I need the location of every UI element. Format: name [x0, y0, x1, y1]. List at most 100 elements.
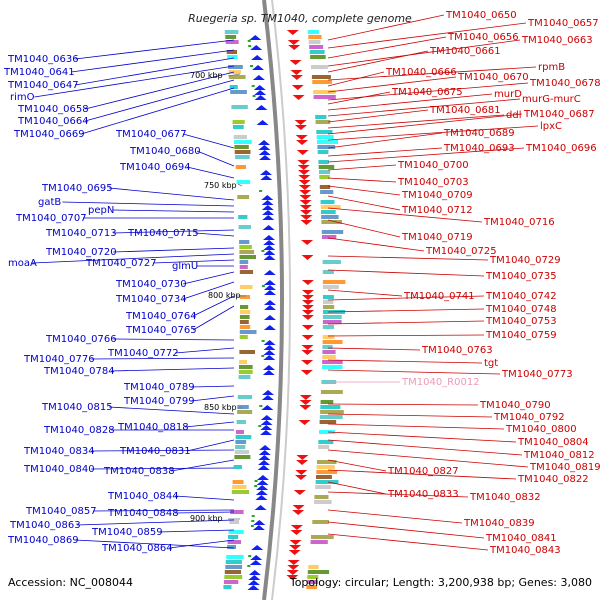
forward-gene-arrow: [255, 105, 268, 110]
left-gene-label: TM1040_0840: [23, 464, 95, 475]
right-feature-block: [322, 360, 343, 364]
left-feature-block: [235, 445, 246, 449]
feature-tracks: [223, 0, 346, 600]
right-label-connector: [327, 413, 493, 418]
right-label-connector: [327, 439, 523, 456]
reverse-gene-arrow: [302, 300, 314, 305]
left-feature-block: [240, 295, 250, 299]
left-label-connector: [75, 539, 235, 549]
left-feature-block: [226, 555, 244, 559]
left-gene-label: TM1040_0831: [119, 446, 191, 457]
right-gene-label: TM1040_0725: [425, 246, 497, 257]
left-feature-block: [239, 285, 253, 289]
right-gene-label: TM1040_0657: [527, 18, 599, 29]
reverse-gene-arrow: [300, 215, 313, 220]
reverse-gene-arrow: [299, 195, 312, 200]
marker-dot: [254, 480, 258, 482]
forward-gene-arrow: [258, 140, 271, 145]
right-feature-block: [323, 295, 334, 299]
left-feature-block: [228, 75, 246, 79]
right-label-connector: [327, 431, 517, 443]
left-feature-block: [239, 270, 254, 274]
forward-gene-arrow: [252, 525, 265, 530]
left-feature-block: [227, 55, 238, 59]
right-feature-block: [322, 320, 342, 324]
reverse-gene-arrow: [301, 295, 314, 300]
right-feature-block: [322, 355, 336, 359]
left-gene-label: gatB: [38, 197, 61, 208]
left-label-connector: [109, 187, 235, 201]
right-feature-block: [323, 300, 334, 304]
right-gene-label: TM1040_0709: [401, 190, 473, 201]
left-gene-label: glmU: [172, 261, 198, 272]
forward-gene-arrow: [263, 280, 276, 285]
left-label-connector: [175, 511, 235, 514]
left-feature-block: [239, 330, 257, 334]
left-label-connector: [109, 406, 235, 415]
forward-gene-arrow: [248, 575, 261, 580]
marker-dot: [252, 95, 256, 97]
left-label-connector: [192, 295, 235, 317]
reverse-gene-arrow: [301, 280, 314, 285]
right-feature-block: [316, 475, 332, 479]
left-label-connector: [32, 253, 235, 264]
right-feature-block: [317, 150, 329, 154]
forward-gene-arrow: [255, 495, 268, 500]
left-gene-label: TM1040_0680: [129, 146, 201, 157]
right-feature-block: [319, 185, 331, 189]
right-feature-block: [314, 495, 329, 499]
reverse-gene-arrow: [299, 190, 312, 195]
left-gene-label: TM1040_0844: [107, 491, 179, 502]
reverse-gene-arrow: [296, 150, 309, 155]
left-label-connector: [91, 467, 235, 470]
map-title: Ruegeria sp. TM1040, complete genome: [188, 12, 412, 25]
left-feature-block: [234, 145, 249, 149]
forward-gene-arrow: [255, 490, 268, 495]
left-label-connector: [113, 247, 235, 253]
reverse-gene-arrow: [288, 550, 301, 555]
reverse-gene-arrow: [295, 470, 308, 475]
reverse-gene-arrow: [297, 160, 310, 165]
reverse-gene-arrow: [299, 200, 312, 205]
left-feature-block: [223, 580, 239, 584]
reverse-gene-arrow: [301, 240, 314, 245]
left-label-connector: [175, 347, 235, 354]
right-gene-label: TM1040_0832: [469, 492, 541, 503]
right-feature-block: [312, 80, 332, 84]
left-label-connector: [187, 439, 235, 452]
right-feature-block: [309, 50, 325, 54]
right-feature-block: [322, 280, 346, 284]
forward-gene-arrow: [253, 520, 266, 525]
left-label-connector: [185, 421, 235, 428]
right-gene-label: TM1040_0790: [479, 400, 551, 411]
forward-gene-arrow: [253, 85, 266, 90]
left-gene-label: TM1040_0734: [115, 294, 187, 305]
reverse-gene-arrow: [294, 125, 307, 130]
left-feature-block: [239, 240, 250, 244]
left-feature-block: [238, 225, 251, 229]
right-label-connector: [327, 320, 485, 325]
right-label-connector: [327, 237, 425, 252]
genome-backbone-shadow: [271, 0, 291, 600]
right-feature-block: [308, 40, 321, 44]
right-gene-label: TM1040_0833: [387, 489, 459, 500]
forward-gene-arrow: [250, 45, 263, 50]
left-gene-label: TM1040_0863: [9, 520, 81, 531]
left-label-connector: [85, 71, 235, 110]
right-gene-label: TM1040_0719: [401, 232, 473, 243]
right-gene-label: TM1040_0656: [447, 32, 519, 43]
right-feature-block: [322, 235, 337, 239]
right-label-connector: [327, 269, 485, 277]
left-label-connector: [169, 539, 235, 549]
right-gene-label: TM1040_0812: [523, 450, 595, 461]
right-label-connector: [327, 509, 463, 524]
marker-dot: [250, 525, 254, 527]
topology-text: Topology: circular; Length: 3,200,938 bp…: [289, 576, 592, 589]
reverse-gene-arrow: [299, 395, 312, 400]
reverse-gene-arrow: [287, 565, 300, 570]
label-connectors: [32, 14, 539, 551]
forward-gene-arrow: [252, 65, 265, 70]
left-label-connector: [187, 166, 235, 179]
left-label-connector: [182, 281, 235, 300]
right-label-connector: [327, 14, 445, 41]
